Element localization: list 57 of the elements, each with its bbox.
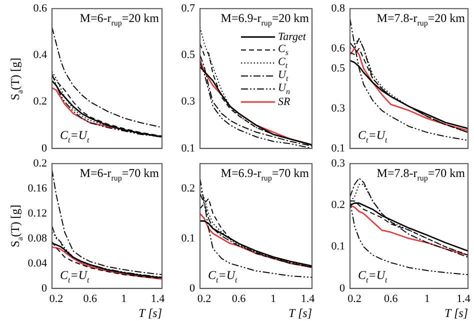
legend-label: Target: [278, 31, 308, 44]
x-tick-label: 1: [121, 292, 127, 305]
y-tick-label: 0.2: [33, 96, 47, 108]
y-tick-label: 0: [42, 142, 48, 154]
legend-label: C$_{t}$: [278, 56, 289, 70]
legend-label: U$_{t}$: [278, 69, 290, 84]
y-tick-label: 0.7: [181, 2, 196, 14]
y-tick-label: 0.1: [181, 232, 195, 244]
x-axis-title: T [s]: [288, 306, 312, 320]
x-tick-label: 0.2: [197, 292, 212, 305]
x-axis-title: T [s]: [444, 306, 468, 320]
legend-label: U$_{n}$: [278, 82, 291, 96]
annotation: C$_{t}$=U$_{t}$: [60, 128, 90, 145]
x-tick-label: 1: [270, 292, 276, 305]
x-tick-label: 1.4: [300, 292, 316, 305]
y-tick-label: 0.1: [331, 142, 345, 154]
y-tick-label: 0.3: [181, 96, 196, 108]
annotation: M=6.9-r$_{rup}$=20 km: [220, 10, 309, 27]
annotation: C$_{t}$=U$_{t}$: [208, 268, 238, 285]
y-tick-label: 0: [190, 282, 196, 294]
y-tick-label: 0: [42, 282, 48, 294]
y-tick-label: 0.2: [331, 199, 345, 212]
annotation: C$_{t}$=U$_{t}$: [358, 268, 388, 285]
x-tick-label: 0.6: [83, 292, 98, 305]
y-tick-label: 0: [340, 282, 346, 294]
annotation: M=6-r$_{rup}$=70 km: [80, 166, 159, 182]
y-tick-label: 0.3: [331, 102, 346, 114]
y-tick-label: 0.16: [28, 182, 48, 194]
y-tick-label: 0.12: [28, 207, 47, 220]
legend-label: SR: [278, 96, 292, 108]
y-tick-label: 0.3: [331, 157, 346, 170]
y-tick-label: 0.5: [181, 49, 196, 62]
y-tick-label: 0.1: [331, 240, 345, 253]
y-tick-label: 0.5: [331, 62, 346, 74]
x-axis-title: T [s]: [138, 306, 162, 320]
annotation: C$_{t}$=U$_{t}$: [358, 128, 388, 145]
annotation: M=7.8-r$_{rup}$=20 km: [376, 10, 465, 27]
y-tick-label: 0.1: [181, 142, 195, 154]
y-tick-label: 0.4: [33, 49, 48, 62]
annotation: M=6-r$_{rup}$=20 km: [80, 10, 159, 27]
legend-label: C$_{s}$: [278, 43, 290, 58]
x-tick-label: 0.6: [232, 292, 246, 305]
x-tick-label: 1: [424, 292, 430, 305]
y-tick-label: 0.04: [28, 257, 48, 270]
x-tick-label: 0.6: [384, 292, 398, 305]
annotation: M=7.8-r$_{rup}$=70 km: [376, 166, 465, 182]
x-tick-label: 0.2: [348, 292, 362, 305]
y-tick-label: 0.8: [331, 2, 346, 14]
y-tick-label: 0.6: [33, 2, 48, 14]
y-tick-label: 0.6: [331, 42, 346, 54]
x-tick-label: 1.4: [456, 292, 471, 305]
y-tick-label: 0.2: [181, 182, 195, 194]
y-tick-label: 0.2: [33, 157, 47, 170]
y-tick-label: 0.08: [28, 232, 48, 244]
annotation: C$_{t}$=U$_{t}$: [60, 268, 90, 285]
x-tick-label: 1.4: [150, 292, 166, 305]
annotation: M=6.9-r$_{rup}$=70 km: [220, 166, 309, 182]
